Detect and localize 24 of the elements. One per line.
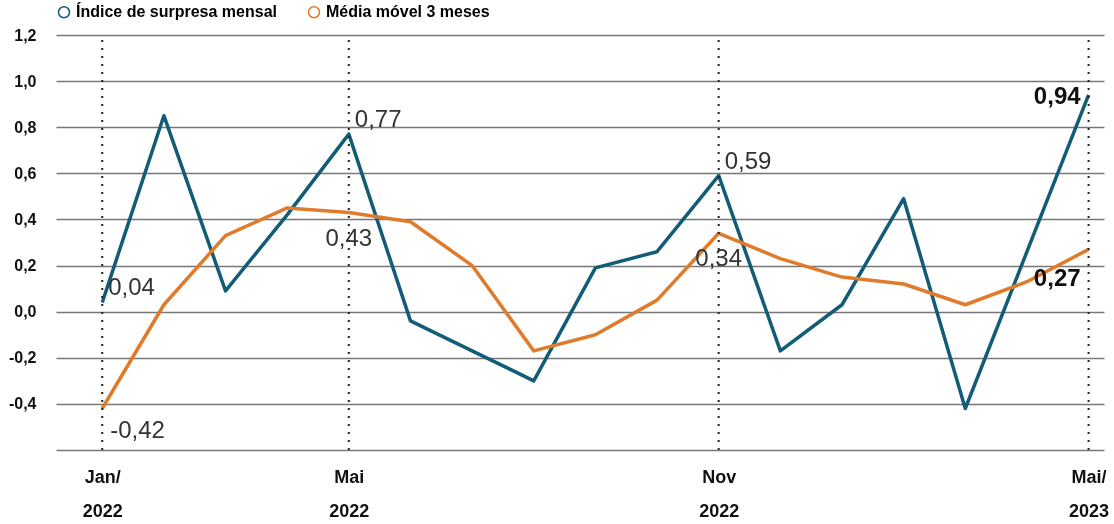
- x-tick-label: Nov 2022: [699, 466, 740, 521]
- y-tick-label: 0,0: [14, 303, 37, 321]
- x-tick-label: Mai 2022: [329, 466, 370, 521]
- data-label: 0,94: [1033, 81, 1082, 109]
- y-tick-label: 0,6: [14, 164, 37, 182]
- y-tick-label: 1,2: [14, 26, 37, 44]
- data-label: 0,43: [325, 223, 373, 251]
- data-label: 0,34: [695, 244, 743, 272]
- legend-label: Índice de surpresa mensal: [76, 2, 277, 21]
- y-tick-label: 0,2: [14, 257, 37, 275]
- y-tick-label: 0,4: [14, 210, 37, 228]
- data-label: -0,42: [110, 415, 165, 443]
- y-tick-label: -0,2: [8, 349, 37, 367]
- y-tick-label: 0,8: [14, 118, 37, 136]
- data-label: 0,04: [108, 273, 155, 301]
- data-label: 0,77: [354, 105, 402, 133]
- x-tick-label: Jan/ 2022: [82, 466, 123, 521]
- data-label: 0,27: [1033, 264, 1081, 292]
- y-tick-label: 1,0: [14, 72, 37, 90]
- y-tick-label: -0,4: [8, 395, 37, 413]
- data-label: 0,59: [724, 146, 772, 174]
- line-series: [100, 206, 1091, 411]
- x-tick-label: Mai/ 2023: [1069, 466, 1110, 521]
- legend-label: Média móvel 3 meses: [326, 3, 490, 21]
